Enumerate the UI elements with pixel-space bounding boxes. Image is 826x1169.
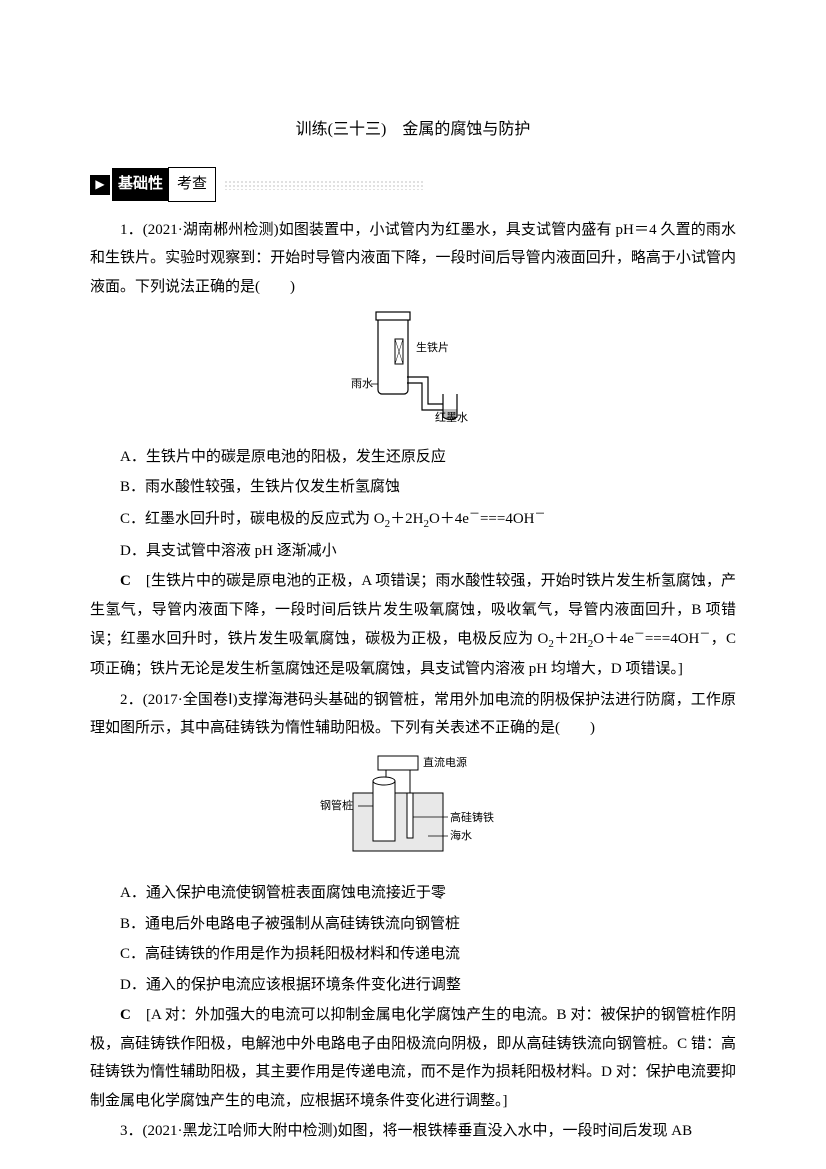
q2-option-a: A．通入保护电流使钢管桩表面腐蚀电流接近于零 <box>90 879 736 908</box>
q1-answer: C <box>120 573 131 589</box>
q2-explanation: C [A 对：外加强大的电流可以抑制金属电化学腐蚀产生的电流。B 对：被保护的钢… <box>90 1001 736 1115</box>
q1-option-c: C．红墨水回升时，碳电极的反应式为 O2＋2H2O＋4e－===4OH－ <box>90 504 736 535</box>
svg-text:海水: 海水 <box>450 828 472 842</box>
q3-stem: 3．(2021·黑龙江哈师大附中检测)如图，将一根铁棒垂直没入水中，一段时间后发… <box>90 1117 736 1146</box>
q1-fig-label2: 雨水 <box>351 377 373 390</box>
play-icon: ▶ <box>90 175 110 195</box>
q1-option-d: D．具支试管中溶液 pH 逐渐减小 <box>90 537 736 566</box>
q1-option-b: B．雨水酸性较强，生铁片仅发生析氢腐蚀 <box>90 473 736 502</box>
q1-stem: 1．(2021·湖南郴州检测)如图装置中，小试管内为红墨水，具支试管内盛有 pH… <box>90 216 736 302</box>
q2-option-b: B．通电后外电路电子被强制从高硅铸铁流向钢管桩 <box>90 910 736 939</box>
svg-text:直流电源: 直流电源 <box>423 755 467 769</box>
q2-figure: 直流电源 钢管桩 高硅铸铁 海水 <box>90 751 736 872</box>
svg-text:钢管桩: 钢管桩 <box>320 798 353 812</box>
q2-stem: 2．(2017·全国卷Ⅰ)支撑海港码头基础的钢管桩，常用外加电流的阴极保护法进行… <box>90 686 736 743</box>
q1-fig-label1: 生铁片 <box>416 340 449 354</box>
q2-option-c: C．高硅铸铁的作用是作为损耗阳极材料和传递电流 <box>90 940 736 969</box>
page-title: 训练(三十三) 金属的腐蚀与防护 <box>90 115 736 145</box>
q1-fig-label3: 红墨水 <box>435 411 468 424</box>
q2-option-d: D．通入的保护电流应该根据环境条件变化进行调整 <box>90 971 736 1000</box>
q1-option-a: A．生铁片中的碳是原电池的阳极，发生还原反应 <box>90 443 736 472</box>
header-dots <box>224 180 424 190</box>
q1-figure: 生铁片 雨水 红墨水 <box>90 309 736 435</box>
q1-explanation: C [生铁片中的碳是原电池的正极，A 项错误；雨水酸性较强，开始时铁片发生析氢腐… <box>90 567 736 683</box>
q2-answer: C <box>120 1007 131 1023</box>
svg-text:高硅铸铁: 高硅铸铁 <box>450 810 494 824</box>
section-header: ▶ 基础性 考查 <box>90 167 736 202</box>
badge-basic: 基础性 <box>112 168 169 201</box>
badge-check: 考查 <box>168 167 216 202</box>
